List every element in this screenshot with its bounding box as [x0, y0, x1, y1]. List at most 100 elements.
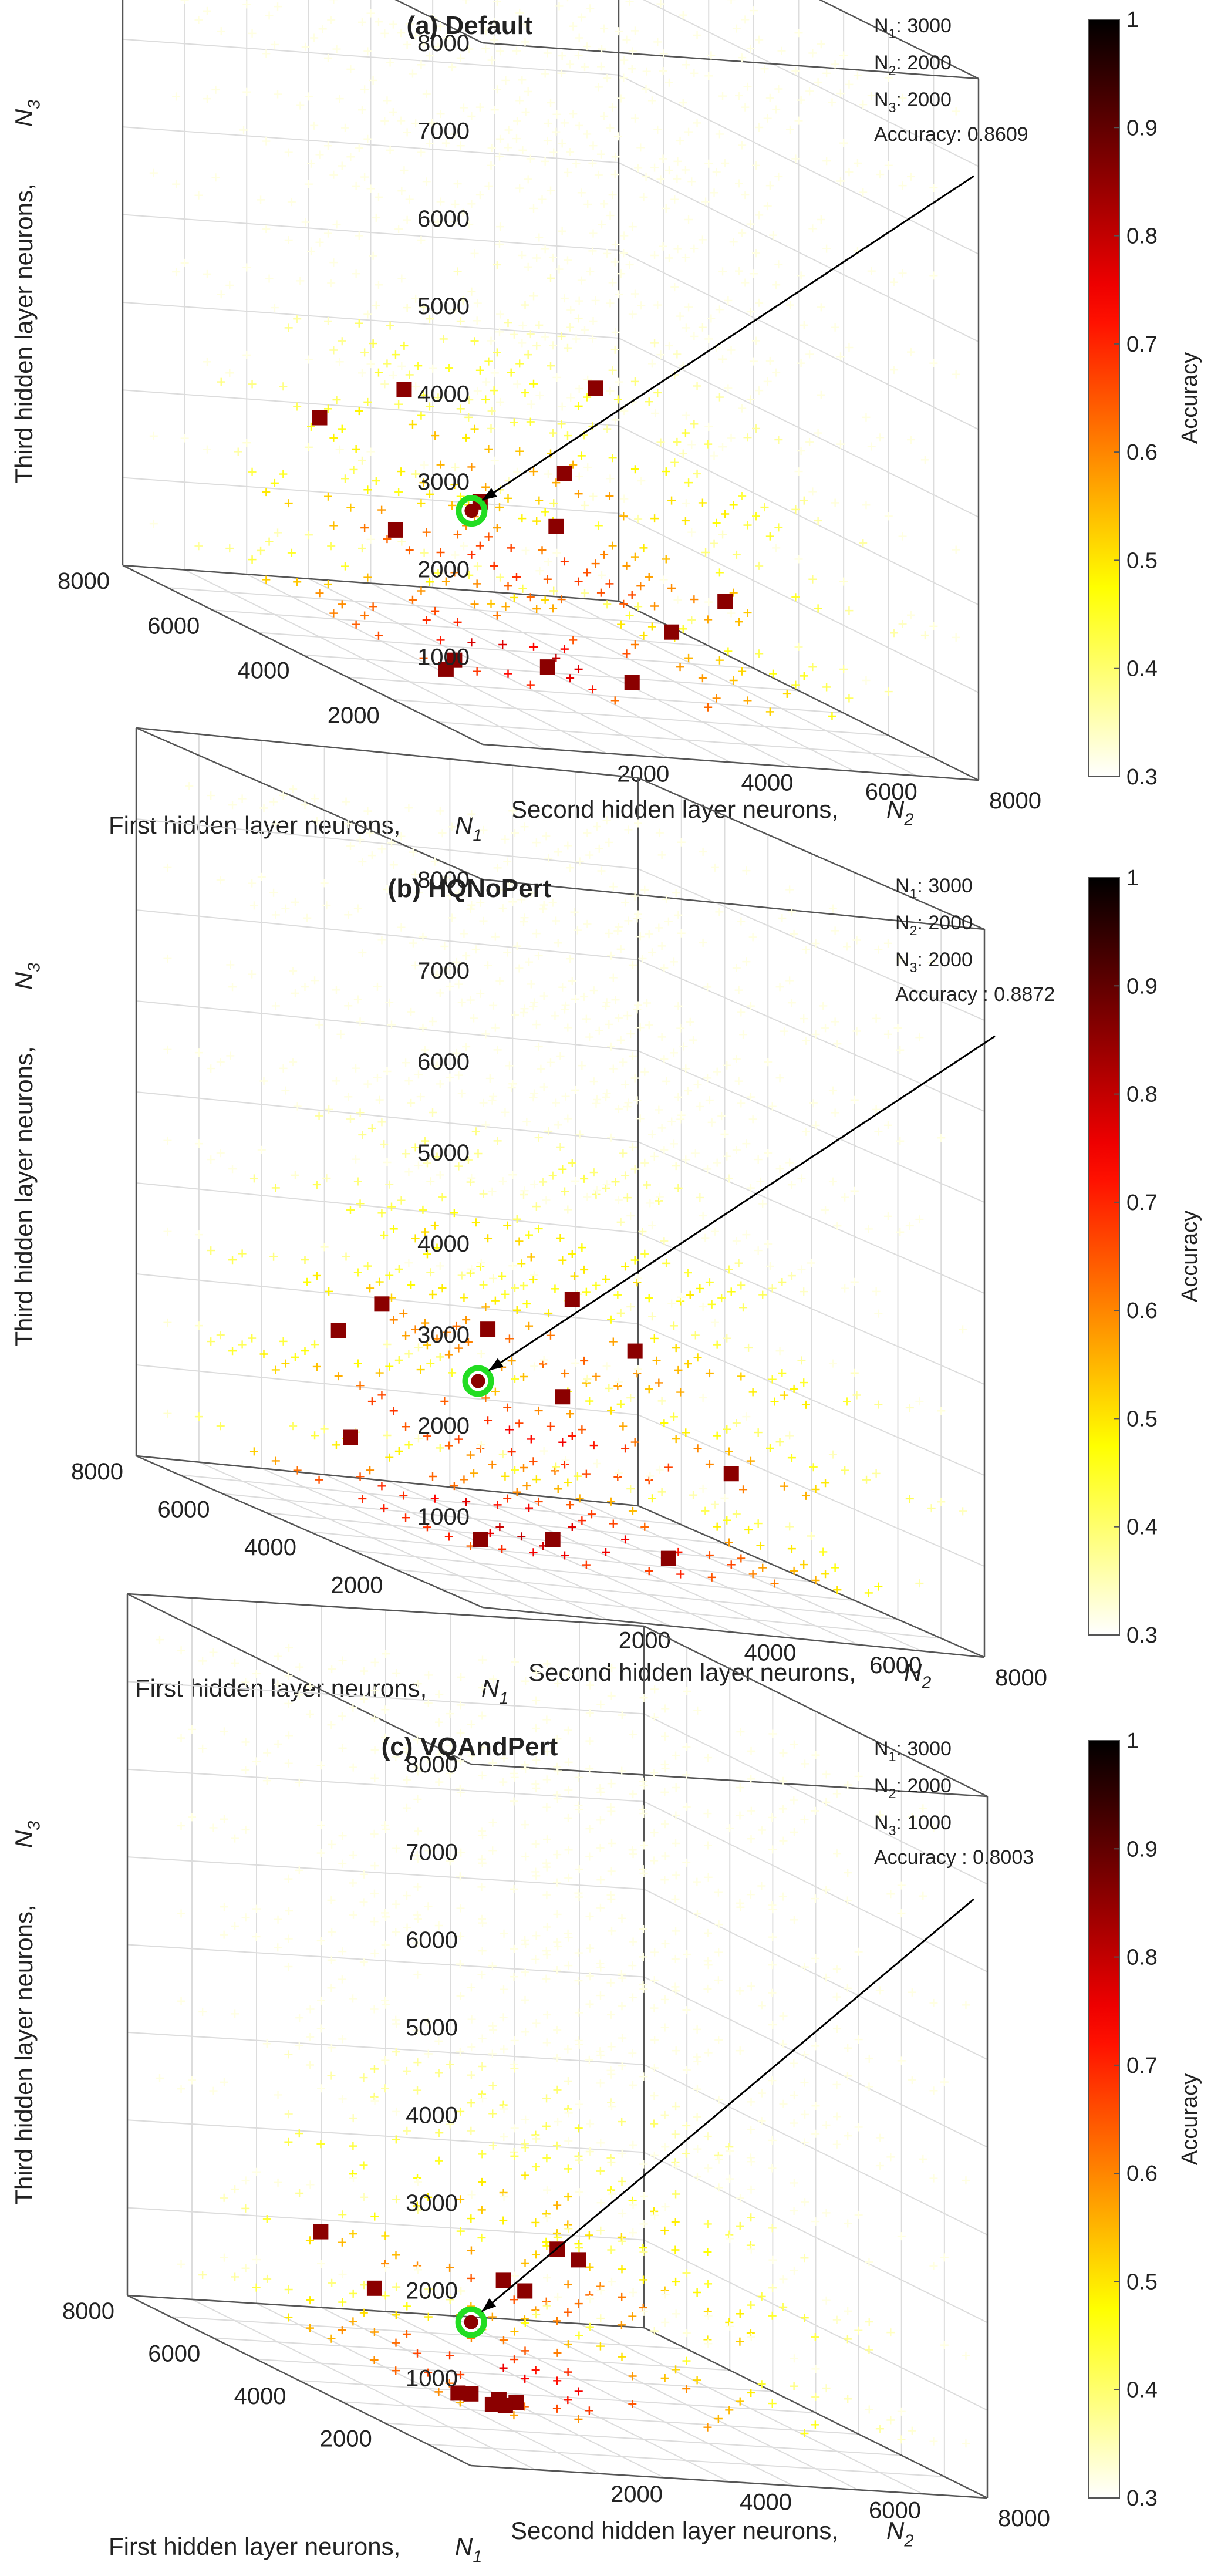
data-point [896, 1137, 905, 1145]
data-point [574, 490, 583, 498]
data-point [843, 2072, 852, 2081]
data-point [241, 1825, 250, 1834]
data-point [662, 555, 670, 564]
data-point [554, 1942, 562, 1951]
data-point [281, 1086, 290, 1095]
data-point [556, 1143, 565, 1151]
data-point [919, 2154, 927, 2163]
data-point [498, 1272, 507, 1280]
data-point [610, 258, 619, 267]
data-point [621, 898, 630, 907]
data-point [414, 888, 423, 897]
data-point [359, 1695, 368, 1704]
data-point [375, 1277, 384, 1286]
data-point [628, 1730, 637, 1739]
colorbar-tick-label: 1 [1126, 866, 1139, 891]
data-point [682, 1802, 691, 1811]
data-point [450, 130, 459, 139]
data-point [458, 208, 467, 217]
data-point [596, 1843, 605, 1852]
data-point [457, 998, 466, 1007]
data-point [487, 424, 495, 433]
data-point [332, 1077, 340, 1085]
data-point [564, 2280, 572, 2289]
data-point [310, 121, 319, 130]
data-point [682, 2269, 691, 2278]
data-point [284, 1874, 293, 1883]
data-point [779, 1776, 788, 1785]
data-point [797, 1265, 806, 1274]
data-point [216, 876, 225, 885]
data-point [630, 552, 639, 561]
data-point [554, 2118, 562, 2126]
data-point [618, 2118, 626, 2126]
data-point [564, 2045, 572, 2054]
data-point [424, 1846, 433, 1855]
data-point [482, 27, 491, 36]
data-point [217, 290, 225, 299]
data-point [324, 141, 332, 150]
data-point [402, 2329, 411, 2338]
floor-grid-line [256, 2358, 773, 2392]
data-point [539, 905, 548, 913]
data-point [607, 1042, 616, 1051]
data-point [736, 2337, 744, 2346]
top-points [313, 2224, 586, 2413]
data-point [207, 1337, 215, 1346]
data-point [756, 1177, 765, 1186]
data-point [898, 93, 907, 102]
data-point [735, 91, 743, 100]
data-point [752, 512, 760, 521]
colorbar-tick-label: 0.7 [1126, 2054, 1158, 2078]
data-point [370, 1829, 379, 1838]
colorbar-tick-label: 0.8 [1126, 224, 1158, 249]
data-point [505, 879, 514, 888]
data-point [603, 249, 612, 258]
data-point [607, 1497, 616, 1506]
data-point [704, 615, 713, 624]
data-point [748, 933, 757, 942]
data-point [684, 653, 693, 662]
data-point [433, 970, 441, 979]
data-point [346, 1115, 355, 1123]
data-point [471, 945, 480, 954]
data-point [854, 1947, 863, 1956]
data-point [640, 1158, 649, 1167]
data-point [699, 1393, 707, 1402]
data-point [500, 2045, 508, 2054]
data-point [517, 1532, 526, 1541]
data-point [585, 1825, 594, 1833]
data-point [800, 672, 808, 680]
data-point [344, 820, 353, 828]
data-point [657, 1397, 666, 1405]
data-point [220, 2193, 228, 2202]
data-point [248, 555, 257, 564]
data-point [554, 848, 562, 857]
data-point [602, 816, 611, 825]
data-point [940, 2253, 949, 2262]
data-point [520, 1282, 528, 1290]
data-point [704, 2311, 713, 2320]
data-point [561, 1001, 570, 1010]
data-point [382, 1825, 390, 1833]
annotation-n2-value: : 2000 [896, 52, 952, 74]
data-point [465, 45, 474, 53]
data-point [424, 1754, 433, 1763]
data-point [549, 499, 558, 508]
data-point [585, 1737, 594, 1745]
data-point [521, 388, 529, 397]
data-point [194, 1412, 203, 1421]
data-point [262, 49, 271, 58]
data-point [693, 1910, 701, 1918]
data-point [403, 2126, 411, 2135]
data-point [552, 916, 560, 925]
z-tick-label: 4000 [417, 382, 470, 407]
data-point [693, 2085, 701, 2093]
data-point [478, 1831, 487, 1840]
data-point [436, 1262, 444, 1270]
data-point [257, 1145, 266, 1154]
data-point [662, 1077, 671, 1085]
data-point [462, 1498, 471, 1506]
data-point [828, 712, 836, 720]
data-point [156, 2074, 164, 2082]
